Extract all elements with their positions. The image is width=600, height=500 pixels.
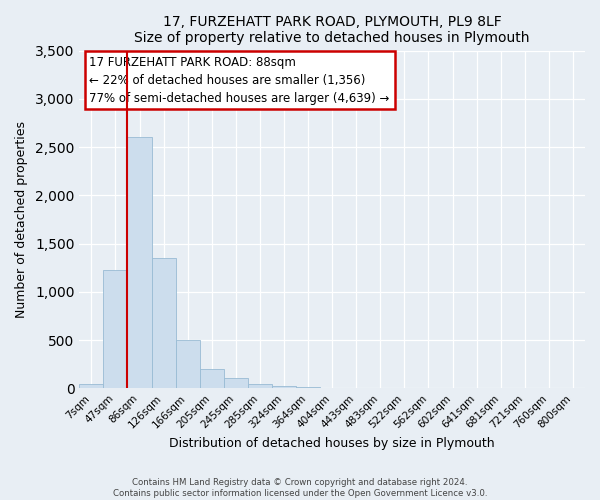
Bar [79, 384, 103, 388]
Text: Contains HM Land Registry data © Crown copyright and database right 2024.
Contai: Contains HM Land Registry data © Crown c… [113, 478, 487, 498]
Bar [296, 387, 320, 388]
Title: 17, FURZEHATT PARK ROAD, PLYMOUTH, PL9 8LF
Size of property relative to detached: 17, FURZEHATT PARK ROAD, PLYMOUTH, PL9 8… [134, 15, 530, 45]
Bar [200, 369, 224, 388]
Y-axis label: Number of detached properties: Number of detached properties [15, 121, 28, 318]
Text: 17 FURZEHATT PARK ROAD: 88sqm
← 22% of detached houses are smaller (1,356)
77% o: 17 FURZEHATT PARK ROAD: 88sqm ← 22% of d… [89, 56, 390, 104]
Bar [152, 258, 176, 388]
Bar [103, 270, 127, 388]
Bar [127, 138, 152, 388]
Bar [272, 386, 296, 388]
Bar [176, 340, 200, 388]
Bar [224, 378, 248, 388]
Bar [248, 384, 272, 388]
X-axis label: Distribution of detached houses by size in Plymouth: Distribution of detached houses by size … [169, 437, 495, 450]
